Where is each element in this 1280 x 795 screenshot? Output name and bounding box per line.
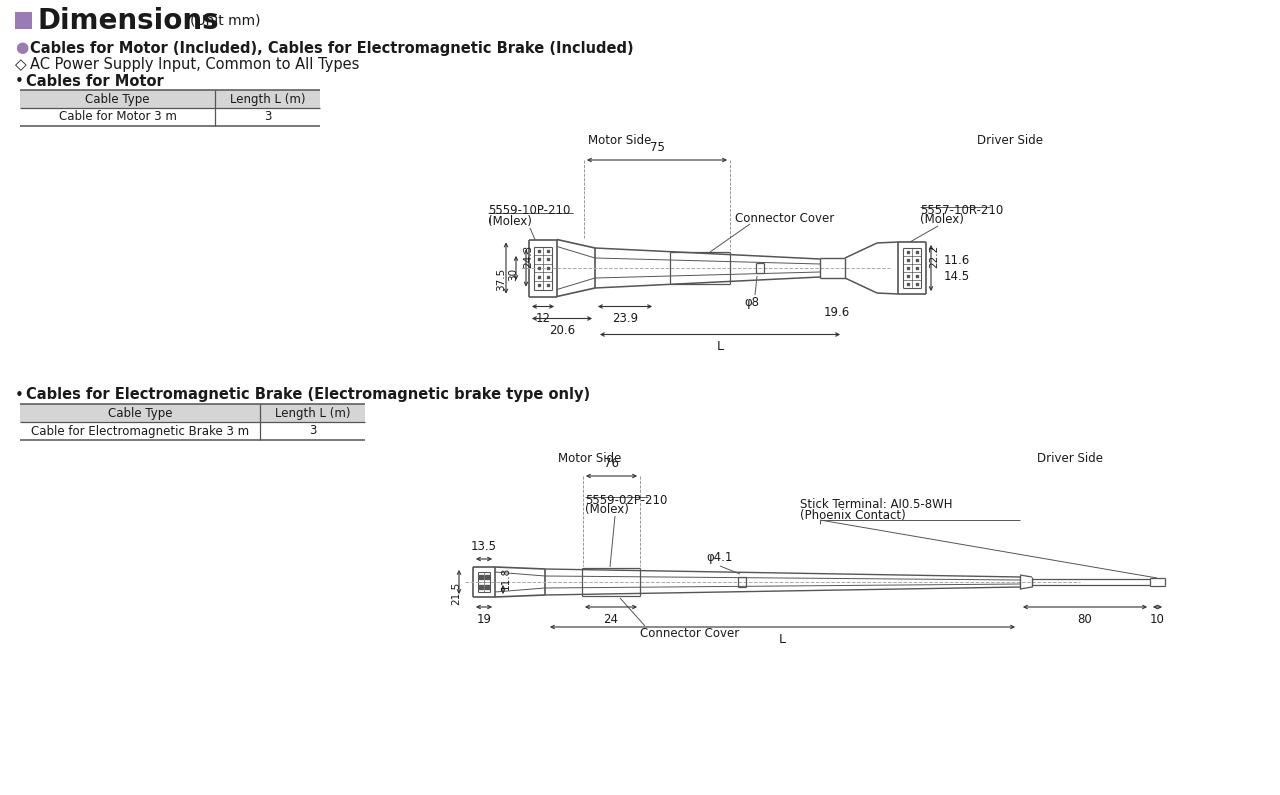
Text: L: L [717, 340, 723, 354]
Text: Motor Side: Motor Side [589, 134, 652, 146]
Bar [15, 12, 32, 29]
Text: Cable Type: Cable Type [86, 92, 150, 106]
Text: Stick Terminal: AI0.5-8WH: Stick Terminal: AI0.5-8WH [800, 498, 952, 511]
Text: Cable for Motor 3 m: Cable for Motor 3 m [59, 111, 177, 123]
Text: 80: 80 [1078, 613, 1092, 626]
Text: Cables for Electromagnetic Brake (Electromagnetic brake type only): Cables for Electromagnetic Brake (Electr… [26, 387, 590, 402]
Text: 5557-10R-210: 5557-10R-210 [920, 204, 1004, 216]
Text: Length L (m): Length L (m) [229, 92, 305, 106]
Text: 76: 76 [604, 457, 620, 470]
Text: 3: 3 [264, 111, 271, 123]
Text: 20.6: 20.6 [549, 324, 575, 338]
Text: 3: 3 [308, 425, 316, 437]
Text: 5559-10P-210: 5559-10P-210 [488, 204, 571, 216]
Bar [20, 90, 320, 108]
Text: Connector Cover: Connector Cover [640, 627, 740, 640]
Text: 23.9: 23.9 [612, 312, 637, 325]
Text: Cables for Motor: Cables for Motor [26, 73, 164, 88]
Text: 21.5: 21.5 [451, 582, 461, 605]
Text: 19.6: 19.6 [824, 307, 850, 320]
Text: Length L (m): Length L (m) [275, 406, 351, 420]
Text: (Unit mm): (Unit mm) [189, 14, 261, 28]
Text: Dimensions: Dimensions [37, 7, 219, 35]
Text: •: • [15, 73, 24, 88]
Text: 24: 24 [603, 613, 618, 626]
Text: 13.5: 13.5 [471, 540, 497, 553]
Text: φ8: φ8 [745, 296, 759, 309]
Text: (Molex): (Molex) [585, 503, 628, 517]
Text: L: L [780, 633, 786, 646]
Text: 14.5: 14.5 [945, 270, 970, 282]
Text: Cables for Motor (Included), Cables for Electromagnetic Brake (Included): Cables for Motor (Included), Cables for … [29, 41, 634, 56]
Text: Cable Type: Cable Type [108, 406, 173, 420]
Text: (Molex): (Molex) [488, 215, 532, 228]
Text: φ4.1: φ4.1 [707, 551, 733, 564]
Text: (Molex): (Molex) [920, 214, 964, 227]
Text: (Phoenix Contact): (Phoenix Contact) [800, 510, 906, 522]
Bar [20, 404, 365, 422]
Text: AC Power Supply Input, Common to All Types: AC Power Supply Input, Common to All Typ… [29, 57, 360, 72]
Text: Connector Cover: Connector Cover [735, 211, 835, 224]
Text: Motor Side: Motor Side [558, 452, 622, 464]
Text: 11.8: 11.8 [500, 566, 511, 590]
Text: Driver Side: Driver Side [977, 134, 1043, 146]
Text: 10: 10 [1149, 613, 1165, 626]
Text: 5559-02P-210: 5559-02P-210 [585, 494, 667, 506]
Text: 37.5: 37.5 [497, 268, 506, 291]
Text: ●: ● [15, 41, 28, 56]
Text: •: • [15, 387, 24, 402]
Text: 30: 30 [508, 268, 518, 281]
Text: Driver Side: Driver Side [1037, 452, 1103, 464]
Text: 12: 12 [535, 312, 550, 325]
Text: 24.3: 24.3 [524, 245, 532, 268]
Text: Cable for Electromagnetic Brake 3 m: Cable for Electromagnetic Brake 3 m [31, 425, 250, 437]
Text: 22.2: 22.2 [929, 245, 940, 268]
Text: ◇: ◇ [15, 57, 27, 72]
Text: 75: 75 [649, 141, 664, 154]
Text: 11.6: 11.6 [945, 254, 970, 266]
Text: 19: 19 [476, 613, 492, 626]
